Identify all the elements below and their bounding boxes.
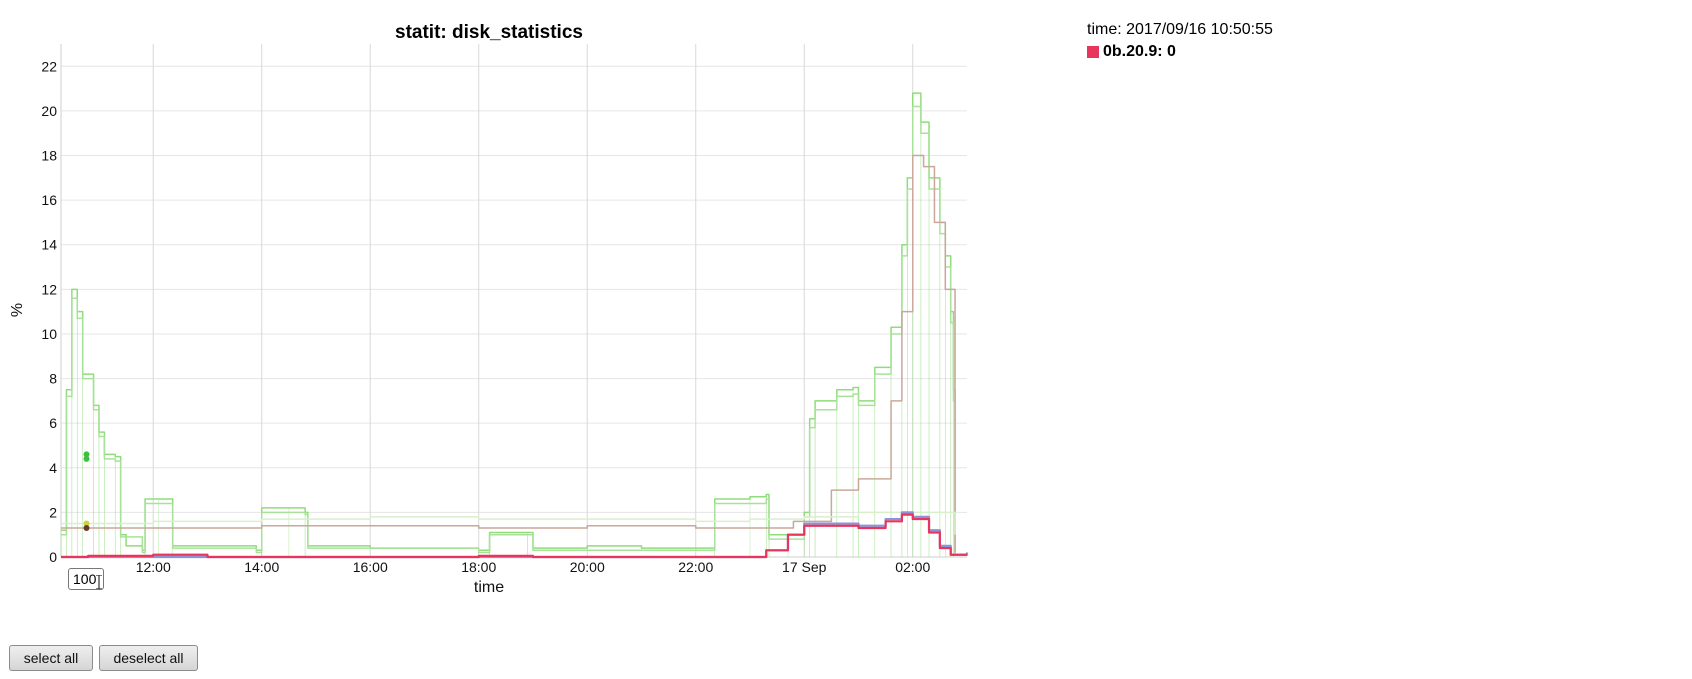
hover-marker-point [83, 451, 90, 458]
series-line[interactable] [61, 513, 967, 559]
y-tick-label: 22 [41, 58, 57, 74]
x-tick-label: 16:00 [353, 559, 388, 575]
chart-area[interactable]: statit: disk_statistics 0 2 4 6 8 10 12 14 16 18 2… [0, 0, 1000, 620]
y-tick-label: 4 [49, 460, 57, 476]
y-tick-label: 6 [49, 415, 57, 431]
grid-lines [61, 44, 967, 558]
x-tick-label: 12:00 [136, 559, 171, 575]
y-tick-label: 14 [41, 237, 57, 253]
x-axis-label: time [474, 579, 504, 596]
legend: time: 2017/09/16 10:50:55 0b.20.9: 0 [1087, 19, 1273, 63]
legend-swatch [1087, 46, 1099, 58]
rolling-period-input[interactable]: 100 [68, 568, 104, 590]
series-line[interactable] [61, 154, 956, 553]
chart-title: statit: disk_statistics [395, 22, 583, 43]
hover-marker-point [83, 525, 90, 532]
select-all-button[interactable]: select all [9, 645, 93, 671]
y-tick-label: 2 [49, 504, 57, 520]
series-line[interactable] [61, 105, 956, 555]
legend-entry-label: 0b.20.9: 0 [1103, 43, 1176, 60]
y-tick-label: 18 [41, 148, 57, 164]
x-tick-label: 14:00 [244, 559, 279, 575]
deselect-all-button[interactable]: deselect all [99, 645, 198, 671]
x-tick-label: 17 Sep [782, 559, 827, 575]
y-tick-label: 12 [41, 281, 57, 297]
y-tick-label: 20 [41, 103, 57, 119]
axes: 0 2 4 6 8 10 12 14 16 18 20 22 12:00 14:00 16:00 18:00 2… [41, 44, 967, 575]
y-tick-label: 16 [41, 192, 57, 208]
hover-marker-point [83, 520, 90, 527]
x-tick-label: 18:00 [461, 559, 496, 575]
legend-entry[interactable]: 0b.20.9: 0 [1087, 41, 1273, 63]
series-line[interactable] [61, 511, 956, 535]
hover-markers [83, 451, 90, 532]
series-line[interactable] [61, 92, 956, 553]
y-axis-label: % [9, 303, 26, 317]
legend-time: time: 2017/09/16 10:50:55 [1087, 21, 1273, 38]
x-tick-label: 22:00 [678, 559, 713, 575]
text-cursor-icon [96, 575, 102, 589]
x-tick-label: 20:00 [570, 559, 605, 575]
hover-marker-point [83, 455, 90, 462]
y-tick-label: 10 [41, 326, 57, 342]
y-tick-label: 0 [49, 549, 57, 565]
x-tick-label: 02:00 [895, 559, 930, 575]
line-chart[interactable]: statit: disk_statistics 0 2 4 6 8 10 12 14 16 18 2… [0, 0, 1000, 620]
y-tick-label: 8 [49, 371, 57, 387]
series-lines [60, 92, 969, 559]
